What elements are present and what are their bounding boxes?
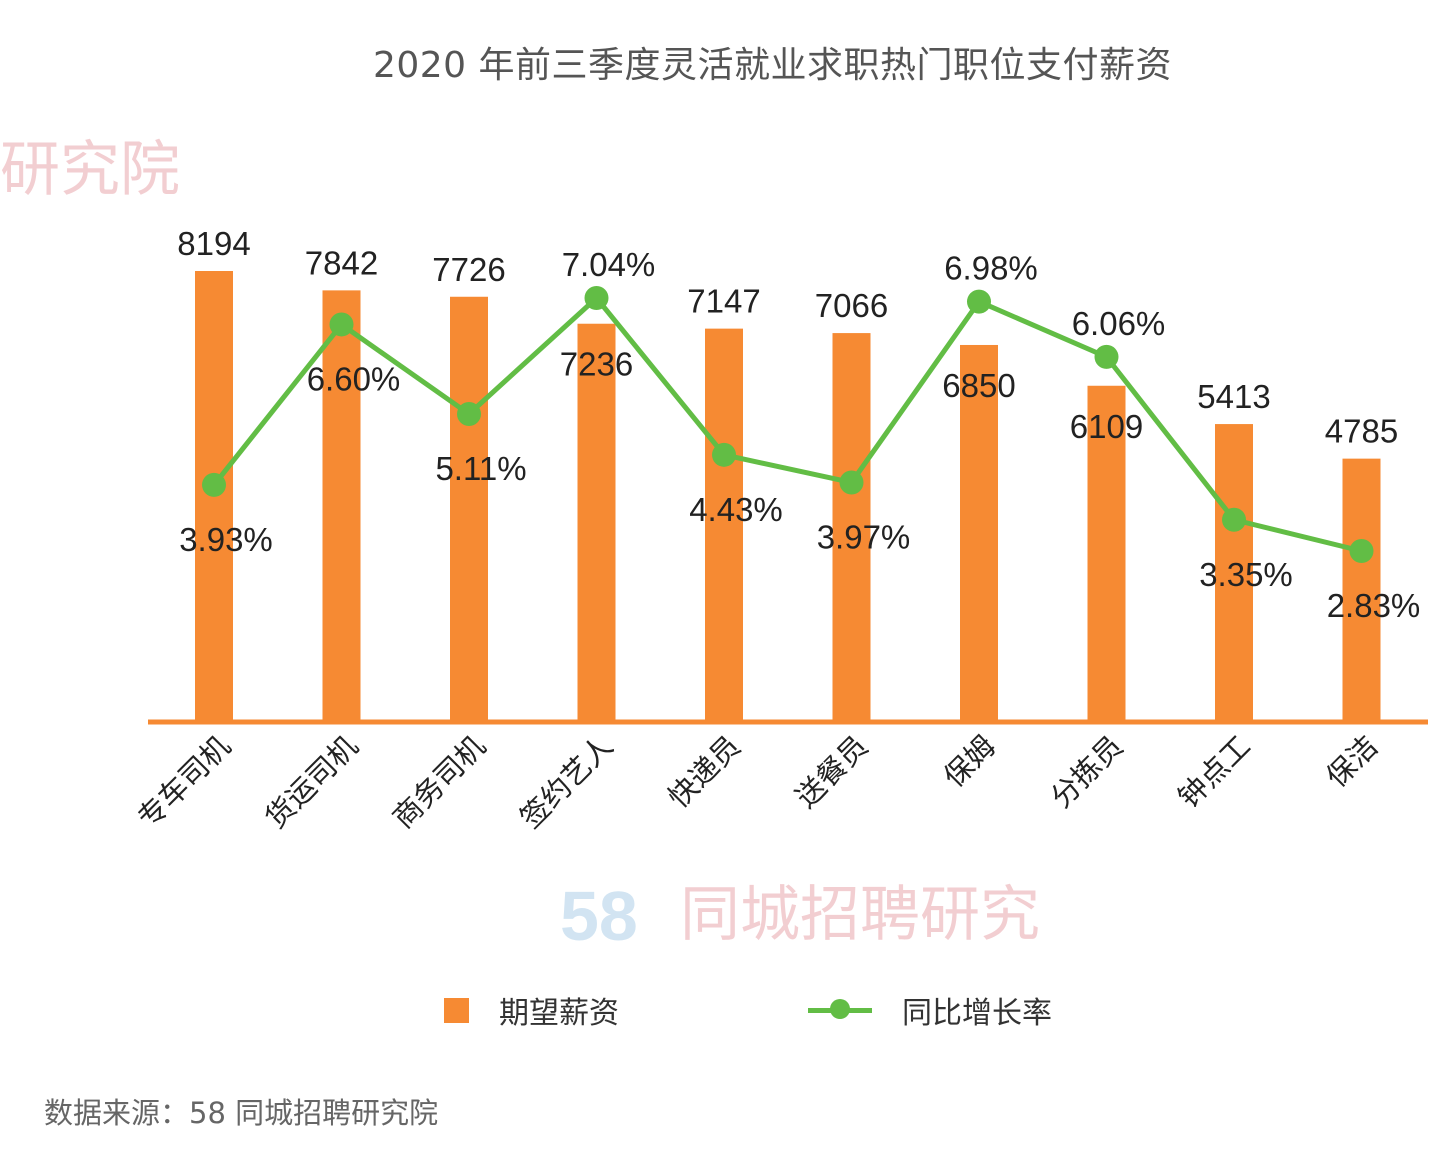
bar-2[interactable] [450, 296, 488, 722]
x-tick-label: 保洁 [1319, 729, 1384, 794]
chart-title: 2020 年前三季度灵活就业求职热门职位支付薪资 [372, 45, 1173, 86]
legend-line-swatch-icon [808, 999, 872, 1019]
data-source-note: 数据来源：58 同城招聘研究院 [44, 1096, 439, 1130]
bar-data-label: 6109 [1070, 408, 1143, 445]
line-series [202, 286, 1374, 563]
watermark: 研究院 58 同城招聘研究 [0, 135, 1040, 955]
x-tick-label: 保姆 [937, 729, 1002, 794]
line-data-label: 3.93% [179, 521, 273, 558]
line-point-7[interactable] [1094, 344, 1119, 369]
line-data-label: 3.97% [817, 518, 911, 555]
line-data-label: 3.35% [1199, 556, 1293, 593]
legend: 期望薪资 同比增长率 [0, 980, 1454, 1032]
x-tick-label: 签约艺人 [513, 729, 619, 835]
legend-item-bar[interactable]: 期望薪资 [444, 988, 619, 1032]
line-point-8[interactable] [1222, 507, 1246, 532]
line-data-label: 7.04% [562, 246, 656, 283]
legend-bar-label: 期望薪资 [499, 996, 619, 1031]
line-data-label: 2.83% [1327, 587, 1421, 624]
bar-3[interactable] [577, 323, 616, 722]
legend-bar-swatch-icon [444, 997, 469, 1023]
legend-line-label: 同比增长率 [902, 996, 1052, 1031]
line-point-5[interactable] [839, 470, 864, 495]
growth-rate-line [212, 295, 1363, 554]
x-tick-label: 专车司机 [131, 729, 237, 835]
line-point-4[interactable] [712, 442, 736, 467]
bar-4[interactable] [705, 328, 743, 722]
line-data-labels: 3.93% 6.60% 5.11% 7.04% 4.43% 3.97% 6.98% 6.06%… [179, 246, 1420, 624]
x-tick-labels: 专车司机 货运司机 商务司机 签约艺人 快递员 送餐员 保姆 分拣员 钟点工 保洁 [131, 729, 1385, 835]
bar-7[interactable] [1087, 385, 1126, 722]
line-point-9[interactable] [1349, 539, 1374, 563]
bar-data-label: 5413 [1197, 378, 1270, 415]
line-data-label: 6.60% [307, 360, 401, 397]
line-point-2[interactable] [457, 401, 481, 426]
line-data-label: 6.98% [944, 250, 1038, 287]
line-data-label: 4.43% [689, 491, 783, 528]
line-point-6[interactable] [967, 289, 991, 314]
bar-data-label: 7147 [687, 283, 760, 320]
line-data-label: 5.11% [435, 450, 526, 487]
bar-9[interactable] [1342, 458, 1381, 722]
bar-data-label: 7066 [815, 287, 888, 324]
legend-item-line[interactable]: 同比增长率 [808, 988, 1052, 1032]
watermark-text-bottom: 同城招聘研究 [680, 880, 1040, 950]
bar-data-label: 6850 [942, 367, 1015, 404]
bar-1[interactable] [322, 290, 361, 722]
x-tick-label: 送餐员 [789, 729, 875, 815]
bar-data-label: 8194 [177, 225, 250, 262]
bar-8[interactable] [1215, 424, 1253, 722]
line-point-0[interactable] [202, 472, 226, 497]
bar-5[interactable] [832, 333, 871, 722]
bar-data-label: 7236 [560, 346, 633, 383]
line-point-3[interactable] [584, 286, 609, 310]
bar-6[interactable] [960, 344, 998, 722]
bar-series [195, 271, 1381, 722]
line-point-1[interactable] [329, 312, 354, 337]
x-tick-label: 货运司机 [258, 729, 364, 835]
x-tick-label: 分拣员 [1044, 729, 1130, 815]
x-tick-label: 商务司机 [386, 729, 492, 835]
bar-data-label: 4785 [1325, 413, 1398, 450]
watermark-logo: 58 [560, 877, 638, 955]
watermark-text-top: 研究院 [0, 135, 180, 205]
bar-data-labels: 8194 7842 7726 7236 7147 7066 6850 6109 5413 4785 [177, 225, 1398, 450]
x-tick-label: 钟点工 [1171, 729, 1257, 815]
bar-data-label: 7726 [432, 251, 505, 288]
bar-data-label: 7842 [305, 244, 378, 281]
x-tick-label: 快递员 [661, 729, 747, 815]
line-data-label: 6.06% [1072, 305, 1166, 342]
